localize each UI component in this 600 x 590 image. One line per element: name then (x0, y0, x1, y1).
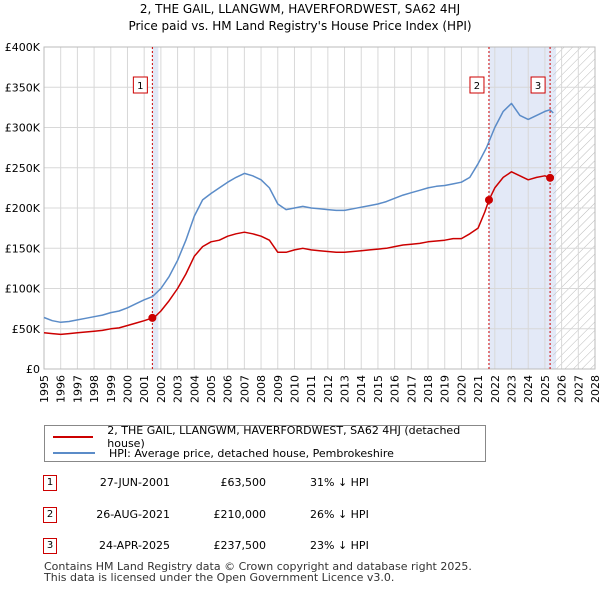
sale-row: 3 24-APR-2025 £237,500 23% ↓ HPI (0, 538, 600, 558)
x-tick-label: 2007 (238, 375, 251, 403)
sale-price: £63,500 (220, 476, 267, 489)
legend-item-property: 2, THE GAIL, LLANGWM, HAVERFORDWEST, SA6… (53, 424, 485, 450)
y-tick-label: £150K (5, 242, 41, 255)
legend-label-property: 2, THE GAIL, LLANGWM, HAVERFORDWEST, SA6… (107, 424, 461, 450)
x-tick-label: 2001 (138, 375, 151, 403)
y-tick-label: £350K (5, 81, 41, 94)
x-tick-label: 2018 (422, 375, 435, 403)
y-tick-label: £0 (26, 363, 40, 376)
x-tick-label: 1997 (71, 375, 84, 403)
legend-item-hpi: HPI: Average price, detached house, Pemb… (53, 445, 394, 461)
x-tick-label: 2022 (489, 375, 502, 403)
x-tick-label: 2015 (372, 375, 385, 403)
x-tick-label: 2014 (355, 375, 368, 403)
x-tick-label: 2019 (439, 375, 452, 403)
x-tick-label: 2004 (188, 375, 201, 403)
sale-number-badge: 3 (43, 538, 57, 554)
chart-subtitle: Price paid vs. HM Land Registry's House … (128, 19, 471, 33)
y-tick-label: £400K (5, 41, 41, 54)
x-tick-label: 1999 (105, 375, 118, 403)
x-tick-label: 2013 (339, 375, 352, 403)
series-line (43, 171, 554, 336)
x-tick-label: 2009 (272, 375, 285, 403)
sale-row: 1 27-JUN-2001 £63,500 31% ↓ HPI (0, 475, 600, 495)
x-tick-label: 1996 (55, 375, 68, 403)
sale-price: £210,000 (213, 508, 267, 521)
sale-hpi-diff: 23% ↓ HPI (310, 539, 369, 552)
x-tick-label: 2000 (121, 375, 134, 403)
sale-marker-box (469, 76, 485, 94)
sale-marker-box (530, 76, 546, 94)
footer: Contains HM Land Registry data © Crown c… (44, 561, 472, 583)
x-tick-label: 1995 (38, 375, 51, 403)
x-tick-label: 2023 (506, 375, 519, 403)
sale-number-badge: 1 (43, 475, 57, 491)
legend-swatch-hpi (53, 452, 95, 454)
x-tick-label: 2006 (222, 375, 235, 403)
legend-label-hpi: HPI: Average price, detached house, Pemb… (109, 446, 394, 460)
x-tick-label: 2016 (389, 375, 402, 403)
x-tick-label: 2005 (205, 375, 218, 403)
x-tick-label: 2017 (405, 375, 418, 403)
legend: 2, THE GAIL, LLANGWM, HAVERFORDWEST, SA6… (44, 424, 486, 462)
x-tick-label: 2002 (155, 375, 168, 403)
x-tick-label: 2021 (472, 375, 485, 403)
sale-point (148, 313, 157, 322)
y-tick-label: £250K (5, 162, 41, 175)
sale-point (546, 173, 555, 182)
series-line (43, 102, 554, 324)
x-tick-label: 2020 (455, 375, 468, 403)
sale-point (484, 195, 493, 204)
sale-hpi-diff: 31% ↓ HPI (310, 476, 369, 489)
x-tick-label: 2027 (572, 375, 585, 403)
footer-licence: This data is licensed under the Open Gov… (44, 571, 395, 584)
sale-marker-label: 2 (474, 81, 480, 92)
y-tick-label: £100K (5, 283, 41, 296)
y-tick-label: £200K (5, 202, 41, 215)
x-tick-label: 2003 (172, 375, 185, 403)
sale-hpi-diff: 26% ↓ HPI (310, 508, 369, 521)
x-tick-label: 2010 (288, 375, 301, 403)
x-tick-label: 2025 (539, 375, 552, 403)
price-chart: 2, THE GAIL, LLANGWM, HAVERFORDWEST, SA6… (5, 2, 600, 403)
chart-title: 2, THE GAIL, LLANGWM, HAVERFORDWEST, SA6… (140, 2, 460, 16)
x-tick-label: 2026 (556, 375, 569, 403)
sale-row: 2 26-AUG-2021 £210,000 26% ↓ HPI (0, 507, 600, 527)
x-tick-label: 2028 (589, 375, 600, 403)
legend-swatch-property (53, 436, 94, 438)
sale-marker-box (132, 76, 148, 94)
sale-number-badge: 2 (43, 507, 57, 523)
x-tick-label: 2008 (255, 375, 268, 403)
sale-date: 27-JUN-2001 (99, 476, 170, 489)
footer-copyright: Contains HM Land Registry data © Crown c… (44, 560, 472, 573)
x-tick-label: 2024 (522, 375, 535, 403)
plot-frame (43, 46, 596, 370)
sale-price: £237,500 (213, 539, 267, 552)
y-tick-label: £300K (5, 122, 41, 135)
y-tick-label: £50K (12, 323, 41, 336)
sale-date: 24-APR-2025 (98, 539, 170, 552)
x-tick-label: 2011 (305, 375, 318, 403)
x-tick-label: 1998 (88, 375, 101, 403)
sale-date: 26-AUG-2021 (96, 508, 170, 521)
sale-marker-label: 1 (137, 81, 143, 92)
sale-marker-label: 3 (535, 81, 541, 92)
x-tick-label: 2012 (322, 375, 335, 403)
